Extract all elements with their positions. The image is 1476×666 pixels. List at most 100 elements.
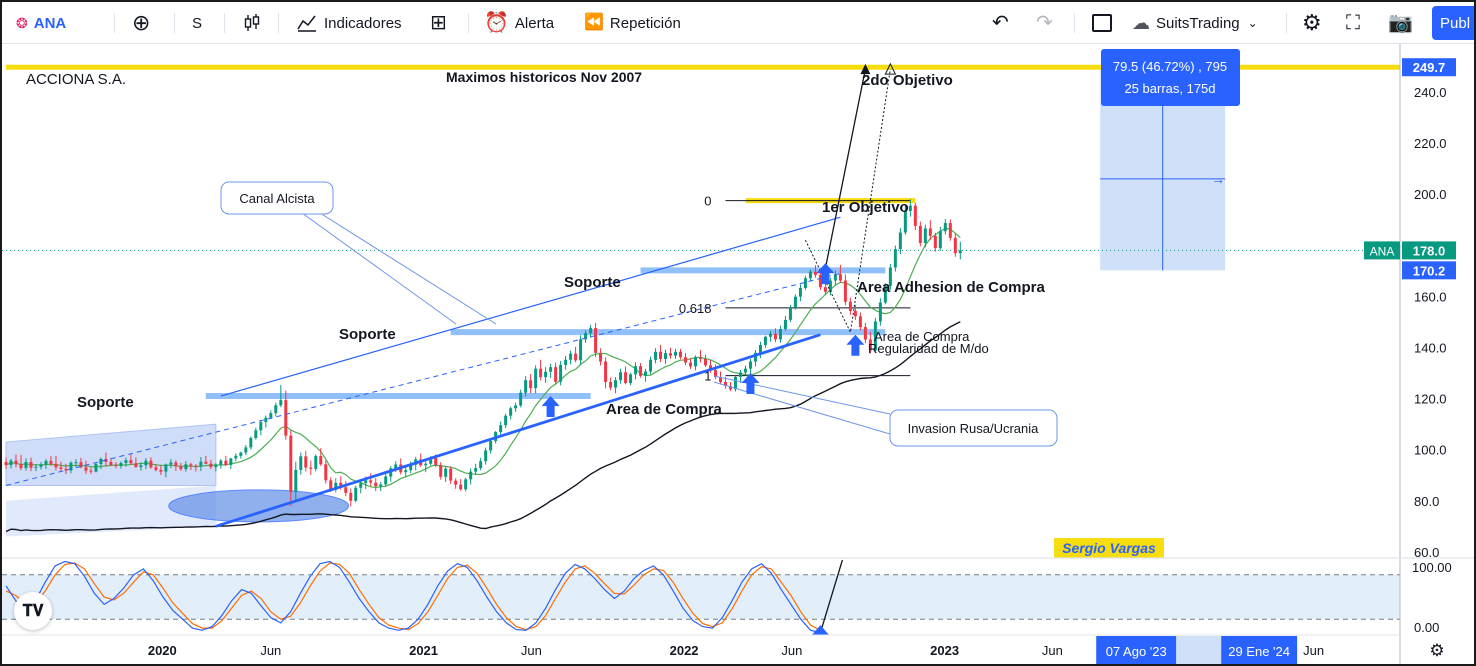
candle-body xyxy=(833,274,837,281)
measure-tooltip xyxy=(1101,49,1240,106)
candle-body xyxy=(579,339,583,361)
candle xyxy=(908,199,912,217)
candle-body xyxy=(49,460,53,464)
candle-body xyxy=(599,352,603,362)
candle-body xyxy=(189,464,193,466)
tradingview-logo[interactable]: 𝐓𝐕 xyxy=(14,592,52,630)
candle-body xyxy=(564,359,568,365)
candle xyxy=(454,478,458,489)
candle-body xyxy=(384,476,388,485)
candle xyxy=(509,406,513,420)
candle xyxy=(244,445,248,456)
compare-symbol-button[interactable]: ⊕ xyxy=(132,2,156,44)
candle xyxy=(798,284,802,302)
replay-button[interactable]: ⏪ Repetición xyxy=(584,2,681,44)
fullscreen-button[interactable]: ⛶ xyxy=(1346,2,1366,44)
redo-button[interactable]: ↷ xyxy=(1036,2,1059,44)
candle xyxy=(194,464,198,472)
candle xyxy=(893,245,897,272)
gear-icon: ⚙ xyxy=(1429,641,1445,660)
candle xyxy=(783,315,787,331)
candle-body xyxy=(798,287,802,297)
candle xyxy=(659,344,663,363)
target1-label: 1er Objetivo xyxy=(822,199,909,216)
candle-body xyxy=(519,392,523,406)
candle xyxy=(619,368,623,384)
layout-single-button[interactable] xyxy=(1092,2,1112,44)
chevron-down-icon: ⌄ xyxy=(1247,16,1258,30)
candle-body xyxy=(539,368,543,378)
publish-button[interactable]: Publ xyxy=(1432,6,1474,40)
candle xyxy=(209,459,213,470)
candle-body xyxy=(524,380,528,393)
candle xyxy=(29,457,33,472)
candle xyxy=(534,365,538,394)
candle-body xyxy=(69,462,73,471)
candle xyxy=(369,473,373,487)
square-icon xyxy=(1092,14,1112,32)
candle xyxy=(474,463,478,475)
candle xyxy=(79,457,83,469)
candle xyxy=(679,349,683,360)
settings-button[interactable]: ⚙ xyxy=(1302,2,1328,44)
candle xyxy=(898,228,902,254)
candle xyxy=(84,460,88,474)
chart-area[interactable]: → 0 0.618 1 ACCIONA S.A. Maximos historicos … xyxy=(2,44,1474,666)
candle xyxy=(174,460,178,471)
candle-body xyxy=(948,223,952,238)
candle-body xyxy=(309,467,313,469)
indicators-button[interactable]: Indicadores xyxy=(296,2,402,44)
candle xyxy=(464,477,468,492)
candle-body xyxy=(703,358,707,366)
symbol-price-tag-label: ANA xyxy=(1370,244,1395,258)
support-label: Soporte xyxy=(77,394,134,411)
alert-button[interactable]: ⏰ Alerta xyxy=(484,2,554,44)
symbol-search-button[interactable]: ❂ ANA xyxy=(16,2,66,44)
templates-button[interactable]: ⊞ xyxy=(430,2,453,44)
candle xyxy=(823,282,827,296)
candle-body xyxy=(379,484,383,487)
candle-body xyxy=(778,329,782,340)
candle-body xyxy=(489,441,493,451)
candle-body xyxy=(229,458,233,466)
candle xyxy=(439,462,443,480)
candle-body xyxy=(694,357,698,367)
candle xyxy=(349,488,353,507)
callout-line xyxy=(301,212,457,325)
candle-body xyxy=(953,237,957,254)
candle xyxy=(833,270,837,286)
y-tick-label: 240.0 xyxy=(1414,85,1447,100)
snapshot-button[interactable]: 📷 xyxy=(1388,2,1419,44)
undo-button[interactable]: ↶ xyxy=(992,2,1015,44)
candle-body xyxy=(234,455,238,459)
candle-body xyxy=(59,467,63,469)
candle xyxy=(354,485,358,503)
candle-body xyxy=(758,344,762,353)
candle-body xyxy=(204,461,208,464)
candle xyxy=(49,456,53,466)
candle xyxy=(469,468,473,485)
rewind-icon: ⏪ xyxy=(584,14,604,31)
candle-body xyxy=(888,267,892,286)
author-tag-label: Sergio Vargas xyxy=(1062,540,1156,556)
candle-body xyxy=(873,321,877,351)
candle xyxy=(499,421,503,437)
chart-type-button[interactable] xyxy=(242,2,262,44)
candle-body xyxy=(569,353,573,360)
interval-button[interactable]: S xyxy=(192,2,202,44)
candle xyxy=(334,478,338,493)
candle-body xyxy=(933,235,937,249)
candle xyxy=(59,461,63,472)
candle xyxy=(674,348,678,359)
candle xyxy=(753,350,757,367)
candle xyxy=(644,368,648,382)
x-tick-label: Jun xyxy=(1042,643,1063,658)
candle-body xyxy=(369,480,373,483)
buy-arrow-icon xyxy=(846,334,865,356)
axis-settings-button[interactable]: ⚙ xyxy=(1426,640,1448,662)
buy-arrow-icon xyxy=(816,263,835,285)
layout-name-button[interactable]: ☁ SuitsTrading ⌄ xyxy=(1132,2,1264,44)
candle-body xyxy=(29,461,33,468)
candle-body xyxy=(19,464,23,469)
